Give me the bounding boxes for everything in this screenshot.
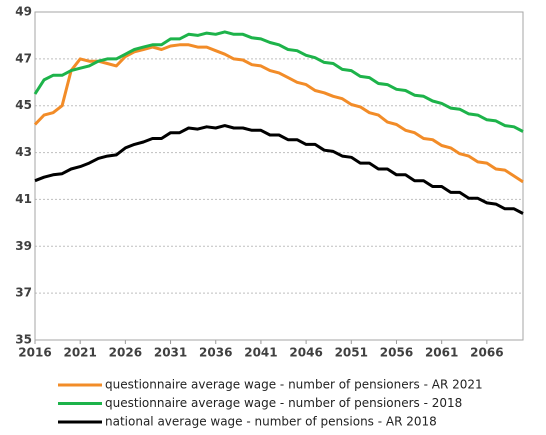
x-tick-label: 2026 [109,346,142,360]
x-tick-label: 2031 [154,346,187,360]
line-series [33,43,524,184]
x-tick-label: 2021 [63,346,96,360]
x-tick-label: 2056 [380,346,413,360]
x-tick-label: 2051 [335,346,368,360]
line-series [33,30,524,133]
x-tick-label: 2016 [18,346,51,360]
x-tick-label: 2036 [199,346,232,360]
y-tick-label: 37 [15,286,32,300]
plot-border [34,11,524,341]
y-tick-label: 45 [15,98,32,112]
x-tick-label: 2046 [289,346,322,360]
line-series [34,124,524,215]
y-tick-label: 47 [15,51,32,65]
x-tick-label: 2061 [425,346,458,360]
legend-label: national average wage - number of pensio… [105,415,437,429]
y-tick-label: 43 [15,145,32,159]
x-tick-label: 2041 [244,346,277,360]
legend-label: questionnaire average wage - number of p… [105,378,483,392]
y-tick-label: 35 [15,333,32,347]
x-tick-label: 2066 [470,346,503,360]
y-tick-label: 39 [15,239,32,253]
y-tick-label: 41 [15,192,32,206]
y-tick-label: 49 [15,5,32,19]
legend-label: questionnaire average wage - number of p… [105,396,462,410]
